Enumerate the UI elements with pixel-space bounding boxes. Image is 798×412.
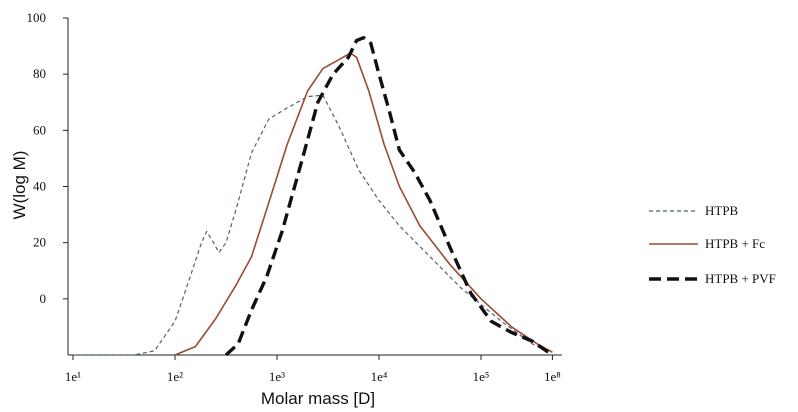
y-tick-label: 40	[33, 179, 46, 194]
legend-label: HTPB + Fc	[705, 236, 765, 251]
y-tick-label: 20	[33, 235, 46, 250]
x-tick-label: 1e⁵	[473, 369, 490, 384]
x-tick-label: 1e¹	[65, 369, 81, 384]
legend-label: HTPB + PVF	[705, 271, 776, 286]
x-tick-label: 1e⁸	[544, 369, 561, 384]
series-line-htpb-pvf	[224, 36, 554, 357]
legend: HTPB HTPB + Fc HTPB + PVF	[649, 203, 776, 286]
y-tick-label: 80	[33, 66, 46, 81]
y-tick-label: 60	[33, 122, 46, 137]
series-lines	[73, 36, 554, 357]
x-tick-label: 1e²	[167, 369, 183, 384]
series-line-htpb	[73, 94, 553, 356]
y-axis-title: W(log M)	[10, 151, 29, 220]
x-tick-label: 1e³	[269, 369, 285, 384]
x-tick-labels: 1e¹ 1e² 1e³ 1e⁴ 1e⁵ 1e⁸	[65, 355, 561, 384]
y-tick-label: 0	[40, 291, 47, 306]
series-line-htpb-fc	[174, 52, 553, 356]
y-tick-labels: 0 20 40 60 80 100	[27, 10, 68, 306]
legend-label: HTPB	[705, 203, 739, 218]
x-tick-label: 1e⁴	[371, 369, 388, 384]
y-tick-label: 100	[27, 10, 47, 25]
x-axis-title: Molar mass [D]	[261, 389, 375, 408]
